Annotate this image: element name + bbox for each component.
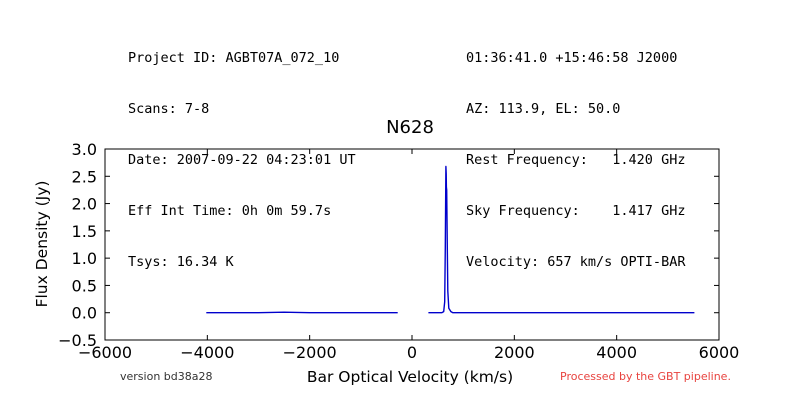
rest-frequency-text: Rest Frequency: 1.420 GHz xyxy=(466,152,686,168)
az-el-text: AZ: 113.9, EL: 50.0 xyxy=(466,101,621,117)
pipeline-credit: Processed by the GBT pipeline. xyxy=(560,370,731,383)
project-id-text: Project ID: AGBT07A_072_10 xyxy=(128,50,340,66)
observation-info-right: 01:36:41.0 +15:46:58 J2000 AZ: 113.9, EL… xyxy=(466,16,685,288)
scans-text: Scans: 7-8 xyxy=(128,101,210,117)
y-tick-label: 2.0 xyxy=(72,195,97,214)
y-tick-label: 1.5 xyxy=(72,222,97,241)
tsys-text: Tsys: 16.34 K xyxy=(128,254,234,270)
x-tick-label: −2000 xyxy=(283,343,337,362)
plot-area: −6000 −4000 −2000 0 2000 4000 6000 −0.5 0.0 0.5 1.… xyxy=(58,140,739,362)
observation-info-left: Project ID: AGBT07A_072_10 Scans: 7-8 Da… xyxy=(128,16,356,288)
y-tick-label: 3.0 xyxy=(72,140,97,159)
y-tick-label: 1.0 xyxy=(72,249,97,268)
y-tick-label: 0.5 xyxy=(72,276,97,295)
integration-time-text: Eff Int Time: 0h 0m 59.7s xyxy=(128,203,332,219)
version-label: version bd38a28 xyxy=(120,370,213,383)
coordinates-text: 01:36:41.0 +15:46:58 J2000 xyxy=(466,50,678,66)
spectrum-line-segment-2 xyxy=(428,165,695,314)
y-axis-label: Flux Density (Jy) xyxy=(33,181,51,308)
y-tick-label: 2.5 xyxy=(72,167,97,186)
x-tick-label: −6000 xyxy=(78,343,132,362)
plot-frame xyxy=(104,148,720,341)
date-text: Date: 2007-09-22 04:23:01 UT xyxy=(128,152,356,168)
velocity-text: Velocity: 657 km/s OPTI-BAR xyxy=(466,254,686,270)
spectrum-line-segment-1 xyxy=(206,311,398,314)
chart-title: N628 xyxy=(386,117,434,138)
x-tick-label: −4000 xyxy=(180,343,234,362)
sky-frequency-text: Sky Frequency: 1.417 GHz xyxy=(466,203,686,219)
x-tick-label: 6000 xyxy=(699,343,740,362)
x-axis-label: Bar Optical Velocity (km/s) xyxy=(307,368,513,386)
x-tick-label: 2000 xyxy=(494,343,535,362)
x-tick-label: 0 xyxy=(407,343,417,362)
y-tick-label: −0.5 xyxy=(58,331,97,350)
y-tick-label: 0.0 xyxy=(72,304,97,323)
x-tick-label: 4000 xyxy=(596,343,637,362)
